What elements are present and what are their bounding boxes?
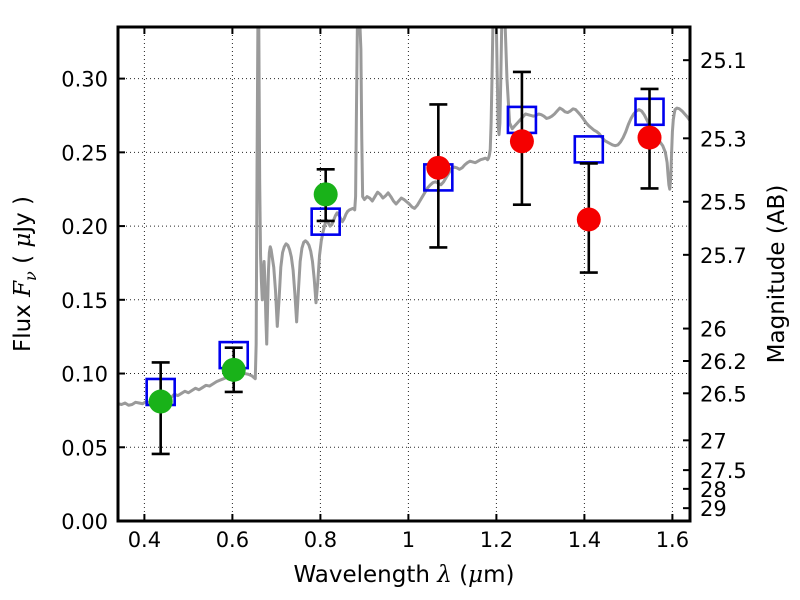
x-tick-label-0: 0.4 bbox=[128, 528, 161, 552]
y-tick-label-right-1: 25.3 bbox=[700, 127, 747, 151]
x-tick-label-5: 1.4 bbox=[568, 528, 601, 552]
y-tick-label-right-6: 26.5 bbox=[700, 382, 747, 406]
x-axis-title: Wavelength λ (μm) bbox=[294, 562, 515, 588]
x-tick-label-6: 1.6 bbox=[656, 528, 689, 552]
axes-frame bbox=[116, 25, 692, 523]
observed-green-marker-2[interactable] bbox=[313, 182, 338, 207]
y-axis-left: 0.00 0.05 0.10 0.15 0.20 0.25 0.30 bbox=[61, 68, 125, 534]
plot-background bbox=[118, 27, 690, 521]
x-tick-label-4: 1.2 bbox=[480, 528, 513, 552]
y-tick-label-right-7: 27 bbox=[700, 429, 727, 453]
observed-red-marker-2[interactable] bbox=[576, 207, 601, 232]
x-tick-label-3: 1 bbox=[402, 528, 415, 552]
observed-green-marker-1[interactable] bbox=[221, 357, 246, 382]
y-tick-label-right-4: 26 bbox=[700, 318, 727, 342]
observed-red-marker-0[interactable] bbox=[426, 155, 451, 180]
observed-red-group bbox=[426, 70, 662, 274]
observed-green-group bbox=[148, 168, 338, 456]
observed-green-marker-0[interactable] bbox=[148, 389, 173, 414]
y-tick-label-left-4: 0.20 bbox=[61, 215, 108, 239]
y-tick-label-left-5: 0.25 bbox=[61, 141, 108, 165]
x-tick-label-2: 0.8 bbox=[304, 528, 337, 552]
observed-red-marker-3[interactable] bbox=[637, 125, 662, 150]
y-tick-label-right-8: 27.5 bbox=[700, 459, 747, 483]
y-tick-label-right-10: 29 bbox=[700, 497, 727, 521]
y-axis-title-left: Flux Fν ( μJy ) bbox=[10, 196, 40, 352]
y-tick-label-left-0: 0.00 bbox=[61, 510, 108, 534]
y-tick-label-right-0: 25.1 bbox=[700, 49, 747, 73]
y-tick-label-right-2: 25.5 bbox=[700, 191, 747, 215]
y-tick-label-right-5: 26.2 bbox=[700, 350, 747, 374]
y-tick-label-left-3: 0.15 bbox=[61, 289, 108, 313]
y-tick-label-left-1: 0.05 bbox=[61, 436, 108, 460]
x-axis: 0.4 0.6 0.8 1 1.2 1.4 1.6 bbox=[128, 27, 689, 552]
model-spectrum-line bbox=[118, 27, 690, 407]
y-axis-title-right: Magnitude (AB) bbox=[764, 185, 790, 364]
y-tick-label-right-9: 28 bbox=[700, 478, 727, 502]
x-tick-label-1: 0.6 bbox=[216, 528, 249, 552]
observed-red-marker-1[interactable] bbox=[509, 129, 534, 154]
y-tick-label-right-3: 25.7 bbox=[700, 244, 747, 268]
y-tick-label-left-2: 0.10 bbox=[61, 363, 108, 387]
y-tick-label-left-6: 0.30 bbox=[61, 68, 108, 92]
